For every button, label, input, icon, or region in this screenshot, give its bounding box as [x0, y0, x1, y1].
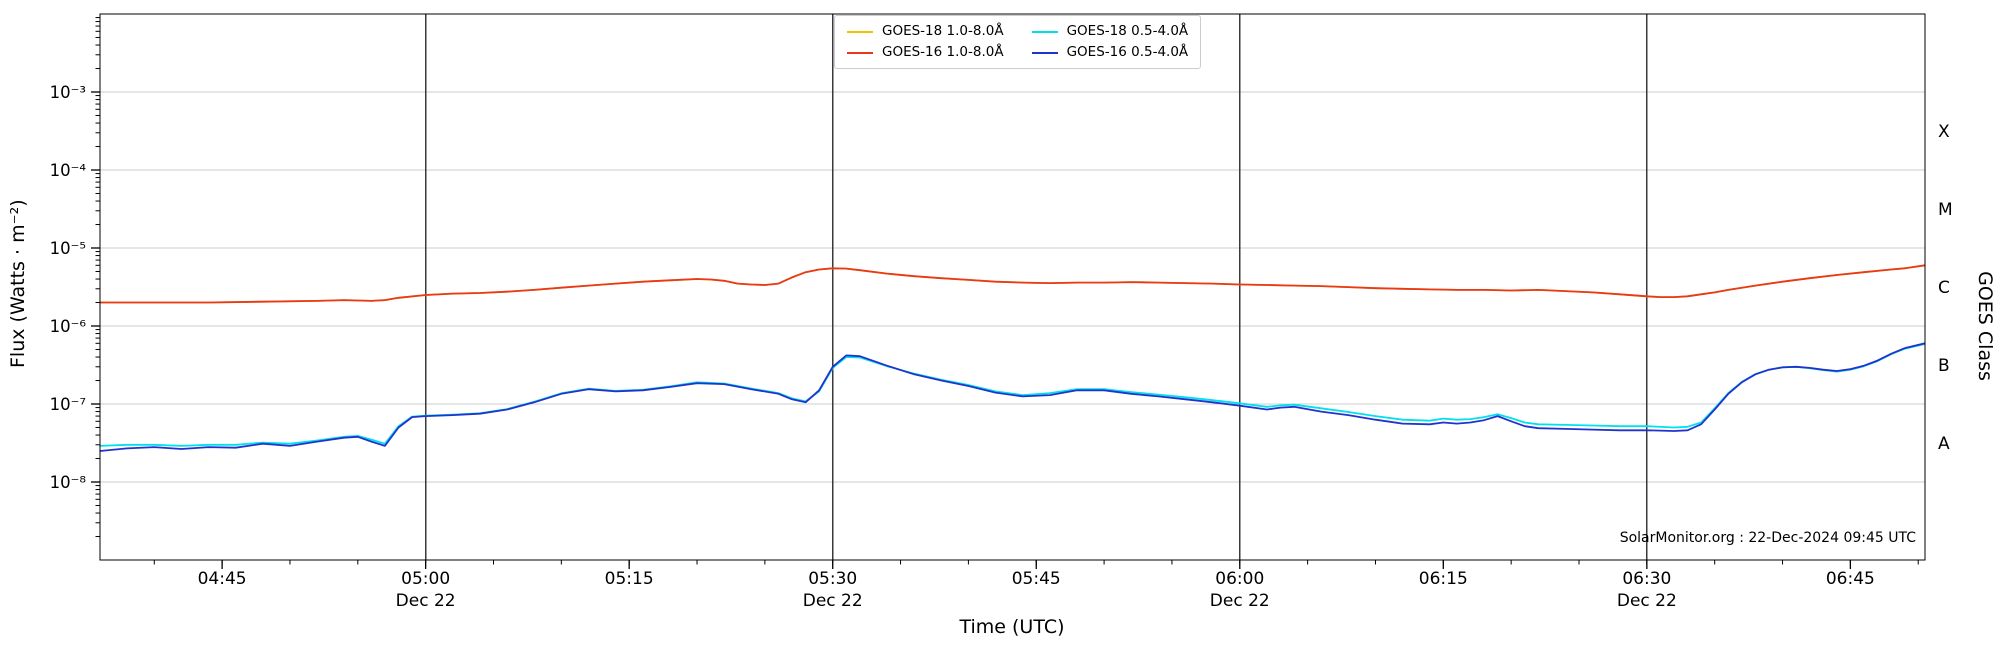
x-tick-label: 05:45 — [1012, 569, 1061, 589]
y-tick-label: 10⁻⁷ — [50, 395, 86, 414]
x-tick-sublabel: Dec 22 — [1617, 591, 1677, 611]
x-tick-sublabel: Dec 22 — [803, 591, 863, 611]
legend: GOES-18 1.0-8.0Å GOES-18 0.5-4.0Å GOES-1… — [834, 15, 1202, 69]
x-tick-label: 05:00 — [401, 569, 450, 589]
x-tick-label: 05:15 — [605, 569, 654, 589]
legend-swatch-goes18-long — [847, 30, 873, 33]
x-tick-label: 05:30 — [808, 569, 857, 589]
x-tick-label: 04:45 — [198, 569, 247, 589]
x-tick-label: 06:30 — [1622, 569, 1671, 589]
legend-item-goes18-short: GOES-18 0.5-4.0Å — [1031, 23, 1189, 40]
y-tick-label: 10⁻³ — [50, 83, 86, 102]
legend-swatch-goes16-long — [847, 51, 873, 54]
x-tick-label: 06:45 — [1826, 569, 1875, 589]
y-tick-label: 10⁻⁶ — [50, 317, 87, 336]
legend-label: GOES-16 0.5-4.0Å — [1066, 44, 1189, 60]
y-tick-label: 10⁻⁵ — [50, 239, 86, 258]
legend-item-goes16-short: GOES-16 0.5-4.0Å — [1031, 44, 1189, 61]
goes-class-label: B — [1938, 356, 1950, 376]
goes-class-label: M — [1938, 200, 1953, 220]
x-tick-label: 06:15 — [1419, 569, 1468, 589]
legend-item-goes16-long: GOES-16 1.0-8.0Å — [847, 44, 1004, 61]
y-tick-label: 10⁻⁸ — [50, 473, 87, 492]
right-axis-label: GOES Class — [1974, 271, 1996, 381]
watermark-text: SolarMonitor.org : 22-Dec-2024 09:45 UTC — [1619, 530, 1916, 546]
legend-item-goes18-long: GOES-18 1.0-8.0Å — [847, 23, 1004, 40]
y-axis-label: Flux (Watts · m⁻²) — [7, 199, 29, 368]
goes-class-label: X — [1938, 122, 1950, 142]
plot-frame — [99, 13, 1926, 561]
legend-label: GOES-18 0.5-4.0Å — [1066, 23, 1189, 39]
x-tick-sublabel: Dec 22 — [396, 591, 456, 611]
goes-class-label: A — [1938, 434, 1950, 454]
series-line — [100, 342, 1925, 452]
legend-label: GOES-18 1.0-8.0Å — [882, 23, 1004, 39]
x-axis-label: Time (UTC) — [959, 616, 1065, 638]
legend-label: GOES-16 1.0-8.0Å — [882, 44, 1004, 60]
x-tick-label: 06:00 — [1215, 569, 1264, 589]
legend-swatch-goes18-short — [1031, 30, 1058, 33]
legend-swatch-goes16-short — [1031, 51, 1058, 54]
goes-class-label: C — [1938, 278, 1950, 298]
series-line — [100, 264, 1925, 304]
x-tick-sublabel: Dec 22 — [1210, 591, 1270, 611]
y-tick-label: 10⁻⁴ — [50, 161, 87, 180]
